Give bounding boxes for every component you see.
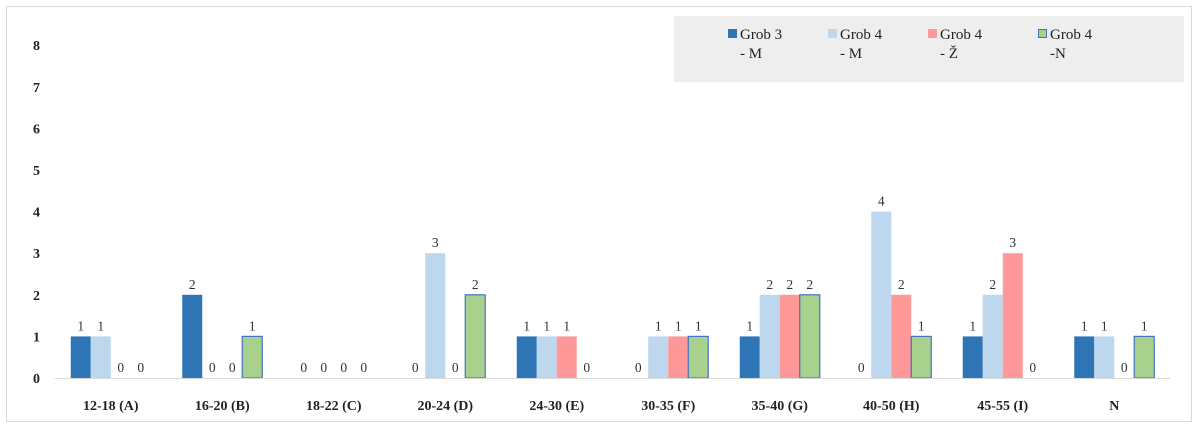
data-label: 1 — [1081, 318, 1088, 333]
data-label: 0 — [209, 360, 216, 375]
legend-label: Grob 3 - M — [740, 27, 783, 62]
bar — [779, 294, 800, 378]
data-label: 2 — [989, 277, 996, 292]
bar — [871, 211, 892, 378]
data-label: 1 — [97, 318, 104, 333]
data-label: 2 — [766, 277, 773, 292]
data-label: 1 — [249, 318, 256, 333]
y-tick-label: 1 — [33, 330, 40, 345]
data-label: 1 — [1101, 318, 1108, 333]
y-tick-label: 2 — [33, 289, 40, 304]
data-label: 3 — [1009, 235, 1016, 250]
data-label: 1 — [918, 318, 925, 333]
data-label: 0 — [635, 360, 642, 375]
legend-swatch — [928, 29, 937, 38]
bar — [687, 335, 709, 379]
bar — [556, 336, 577, 378]
data-label: 1 — [77, 318, 84, 333]
legend-item: Grob 4 - Ž — [928, 26, 982, 64]
data-label: 2 — [806, 277, 813, 292]
data-label: 0 — [360, 360, 367, 375]
data-label: 1 — [523, 318, 530, 333]
legend-swatch — [728, 29, 737, 38]
data-label: 1 — [543, 318, 550, 333]
y-tick-label: 5 — [33, 164, 40, 179]
data-label: 1 — [746, 318, 753, 333]
bar — [182, 294, 203, 378]
data-label: 0 — [452, 360, 459, 375]
data-label: 0 — [229, 360, 236, 375]
y-tick-label: 6 — [33, 122, 40, 137]
bar — [464, 294, 486, 379]
bar — [759, 294, 780, 378]
data-label: 0 — [340, 360, 347, 375]
bar — [891, 294, 912, 378]
bar — [910, 335, 932, 379]
data-label: 0 — [1121, 360, 1128, 375]
data-label: 3 — [432, 235, 439, 250]
bar — [90, 336, 111, 378]
x-tick-label: 30-35 (F) — [641, 399, 695, 414]
y-tick-label: 3 — [33, 247, 40, 262]
bar — [425, 253, 446, 378]
x-tick-label: N — [1109, 399, 1119, 414]
legend-label: Grob 4 - Ž — [940, 27, 983, 62]
data-label: 1 — [1141, 318, 1148, 333]
x-tick-label: 18-22 (C) — [306, 399, 362, 414]
data-label: 1 — [655, 318, 662, 333]
legend-swatch — [1038, 29, 1047, 38]
y-tick-label: 8 — [33, 39, 40, 54]
y-tick-label: 4 — [33, 206, 40, 221]
legend-swatch — [828, 29, 837, 38]
legend-label: Grob 4 - M — [840, 27, 883, 62]
legend-item: Grob 3 - M — [728, 26, 782, 64]
data-label: 1 — [969, 318, 976, 333]
bar — [1094, 336, 1115, 378]
chart-legend: Grob 3 - M Grob 4 - M Grob 4 - Ž Grob 4 -N — [674, 16, 1184, 82]
bar — [536, 336, 557, 378]
bar — [241, 335, 263, 379]
data-label: 2 — [189, 277, 196, 292]
data-label: 2 — [472, 277, 479, 292]
data-label: 0 — [320, 360, 327, 375]
legend-item: Grob 4 - M — [828, 26, 882, 64]
bar — [982, 294, 1003, 378]
bar — [516, 336, 537, 378]
data-label: 0 — [137, 360, 144, 375]
x-tick-label: 35-40 (G) — [752, 399, 809, 414]
legend-item: Grob 4 -N — [1038, 26, 1092, 64]
data-label: 1 — [563, 318, 570, 333]
bar — [1002, 253, 1023, 378]
chart-frame — [6, 6, 1192, 422]
data-label: 2 — [898, 277, 905, 292]
x-tick-label: 24-30 (E) — [529, 399, 584, 414]
data-label: 0 — [858, 360, 865, 375]
data-label: 0 — [583, 360, 590, 375]
y-tick-label: 0 — [33, 372, 40, 387]
bar — [668, 336, 689, 378]
x-tick-label: 12-18 (A) — [83, 399, 139, 414]
data-label: 0 — [300, 360, 307, 375]
data-label: 1 — [695, 318, 702, 333]
x-tick-label: 40-50 (H) — [863, 399, 920, 414]
bar — [648, 336, 669, 378]
legend-label: Grob 4 -N — [1050, 27, 1093, 62]
bar — [799, 294, 821, 379]
bar — [1074, 336, 1095, 378]
y-tick-label: 7 — [33, 81, 40, 96]
x-tick-label: 20-24 (D) — [417, 399, 473, 414]
data-label: 4 — [878, 194, 885, 209]
data-label: 1 — [675, 318, 682, 333]
bar — [70, 336, 91, 378]
x-tick-label: 16-20 (B) — [195, 399, 250, 414]
bar — [962, 336, 983, 378]
data-label: 0 — [117, 360, 124, 375]
data-label: 0 — [1029, 360, 1036, 375]
data-label: 0 — [412, 360, 419, 375]
data-label: 2 — [786, 277, 793, 292]
bar — [1133, 335, 1155, 379]
bar — [739, 336, 760, 378]
x-tick-label: 45-55 (I) — [977, 399, 1028, 414]
